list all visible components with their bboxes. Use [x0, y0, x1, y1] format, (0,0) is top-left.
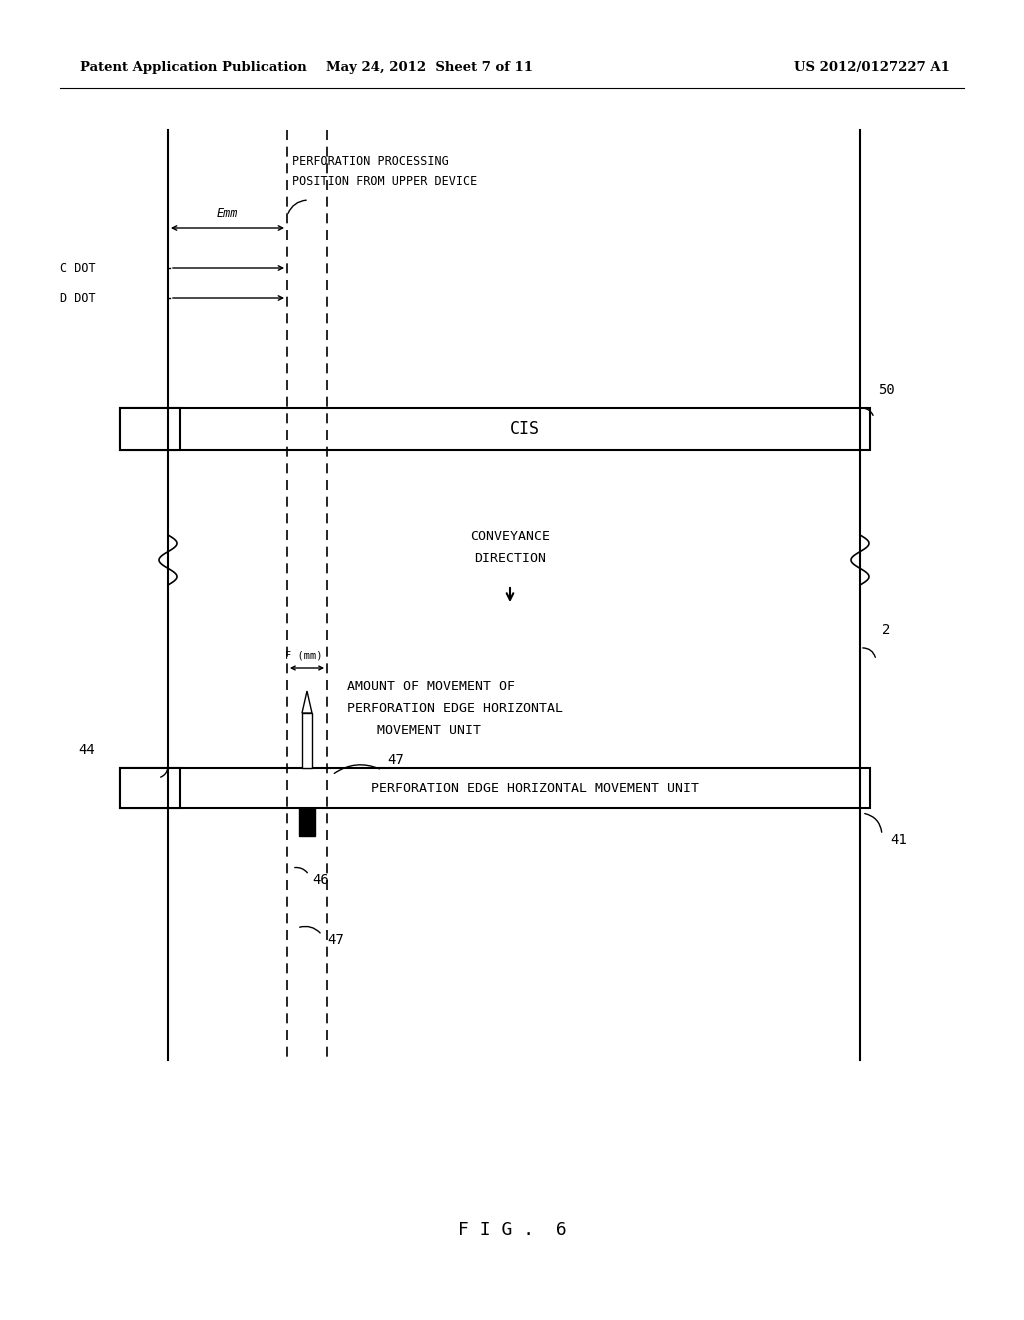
Text: US 2012/0127227 A1: US 2012/0127227 A1: [795, 62, 950, 74]
Text: Patent Application Publication: Patent Application Publication: [80, 62, 307, 74]
Text: DIRECTION: DIRECTION: [474, 552, 546, 565]
Bar: [302, 713, 312, 768]
Polygon shape: [302, 690, 312, 713]
Text: 46: 46: [312, 873, 329, 887]
Bar: [120, 768, 870, 808]
Text: F I G .  6: F I G . 6: [458, 1221, 566, 1239]
Text: D DOT: D DOT: [60, 292, 95, 305]
Bar: [120, 408, 870, 450]
Text: PERFORATION EDGE HORIZONTAL MOVEMENT UNIT: PERFORATION EDGE HORIZONTAL MOVEMENT UNI…: [371, 781, 699, 795]
Bar: [299, 808, 315, 836]
Text: POSITION FROM UPPER DEVICE: POSITION FROM UPPER DEVICE: [292, 176, 477, 187]
Text: F (mm): F (mm): [285, 649, 323, 660]
Text: Emm: Emm: [217, 207, 239, 220]
Text: 47: 47: [327, 933, 344, 946]
Text: MOVEMENT UNIT: MOVEMENT UNIT: [377, 723, 481, 737]
Text: AMOUNT OF MOVEMENT OF: AMOUNT OF MOVEMENT OF: [347, 680, 515, 693]
Text: CONVEYANCE: CONVEYANCE: [470, 531, 550, 543]
Text: 50: 50: [878, 383, 895, 397]
Text: 2: 2: [882, 623, 891, 638]
Text: CIS: CIS: [510, 420, 540, 438]
Text: PERFORATION PROCESSING: PERFORATION PROCESSING: [292, 154, 449, 168]
Bar: [120, 408, 180, 450]
Text: C DOT: C DOT: [60, 261, 95, 275]
Text: 41: 41: [890, 833, 906, 847]
Text: 44: 44: [78, 743, 95, 756]
Bar: [120, 768, 180, 808]
Text: 47: 47: [387, 752, 403, 767]
Text: May 24, 2012  Sheet 7 of 11: May 24, 2012 Sheet 7 of 11: [327, 62, 534, 74]
Text: PERFORATION EDGE HORIZONTAL: PERFORATION EDGE HORIZONTAL: [347, 702, 563, 715]
